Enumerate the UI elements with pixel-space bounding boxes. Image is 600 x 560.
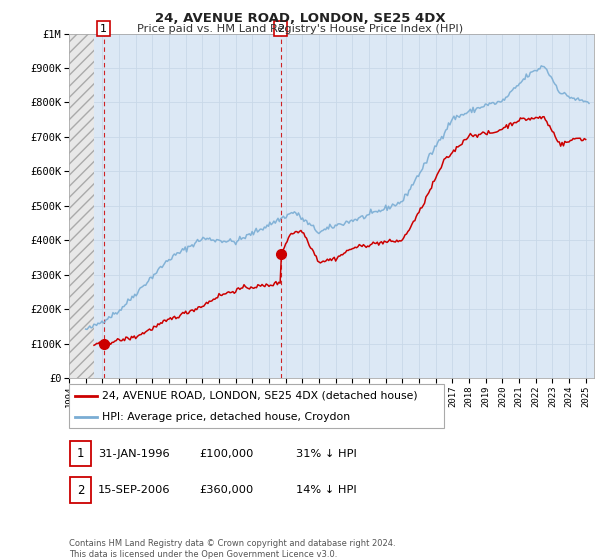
Text: 14% ↓ HPI: 14% ↓ HPI: [296, 485, 356, 495]
Text: 1: 1: [100, 24, 107, 34]
Bar: [69, 34, 94, 378]
Text: 2: 2: [77, 483, 84, 497]
Text: 24, AVENUE ROAD, LONDON, SE25 4DX: 24, AVENUE ROAD, LONDON, SE25 4DX: [155, 12, 445, 25]
Text: 31% ↓ HPI: 31% ↓ HPI: [296, 449, 356, 459]
Text: 2: 2: [277, 24, 284, 34]
Text: HPI: Average price, detached house, Croydon: HPI: Average price, detached house, Croy…: [102, 412, 350, 422]
Text: 1: 1: [77, 447, 84, 460]
Text: Contains HM Land Registry data © Crown copyright and database right 2024.
This d: Contains HM Land Registry data © Crown c…: [69, 539, 395, 559]
FancyBboxPatch shape: [70, 441, 91, 466]
Text: 15-SEP-2006: 15-SEP-2006: [98, 485, 170, 495]
FancyBboxPatch shape: [69, 384, 444, 428]
Text: 24, AVENUE ROAD, LONDON, SE25 4DX (detached house): 24, AVENUE ROAD, LONDON, SE25 4DX (detac…: [102, 391, 418, 401]
Text: Price paid vs. HM Land Registry's House Price Index (HPI): Price paid vs. HM Land Registry's House …: [137, 24, 463, 34]
Text: 31-JAN-1996: 31-JAN-1996: [98, 449, 169, 459]
FancyBboxPatch shape: [70, 477, 91, 503]
Text: £360,000: £360,000: [200, 485, 254, 495]
Text: £100,000: £100,000: [200, 449, 254, 459]
